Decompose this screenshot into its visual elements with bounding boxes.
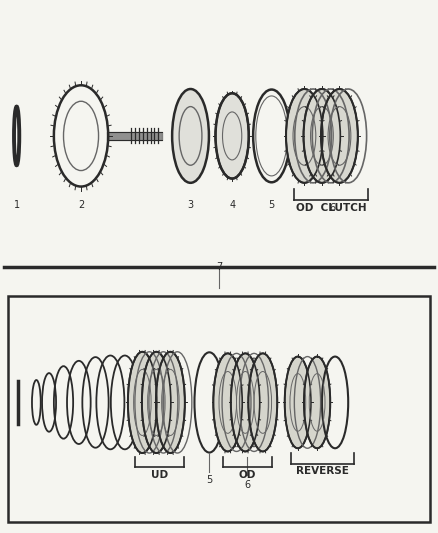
Ellipse shape: [285, 357, 311, 448]
Text: REVERSE: REVERSE: [296, 466, 349, 477]
Ellipse shape: [213, 353, 242, 451]
Text: OD  CLUTCH: OD CLUTCH: [296, 203, 367, 213]
Ellipse shape: [304, 89, 340, 183]
Ellipse shape: [172, 89, 209, 183]
Text: 3: 3: [187, 200, 194, 210]
Ellipse shape: [231, 353, 260, 451]
Text: 7: 7: [216, 262, 222, 272]
Text: 6: 6: [244, 480, 251, 490]
Ellipse shape: [128, 352, 157, 453]
Text: 5: 5: [206, 475, 212, 486]
Text: 6: 6: [329, 203, 335, 213]
Text: OD: OD: [239, 470, 256, 480]
Ellipse shape: [215, 93, 249, 179]
Bar: [8, 296, 430, 522]
Ellipse shape: [286, 89, 323, 183]
Ellipse shape: [321, 89, 358, 183]
Text: 1: 1: [14, 200, 20, 210]
Ellipse shape: [248, 353, 277, 451]
Text: 4: 4: [229, 200, 235, 210]
Text: 2: 2: [78, 200, 84, 210]
Ellipse shape: [142, 352, 171, 453]
Ellipse shape: [304, 357, 330, 448]
Ellipse shape: [156, 352, 185, 453]
Text: 5: 5: [268, 200, 275, 210]
Text: UD: UD: [151, 470, 168, 480]
